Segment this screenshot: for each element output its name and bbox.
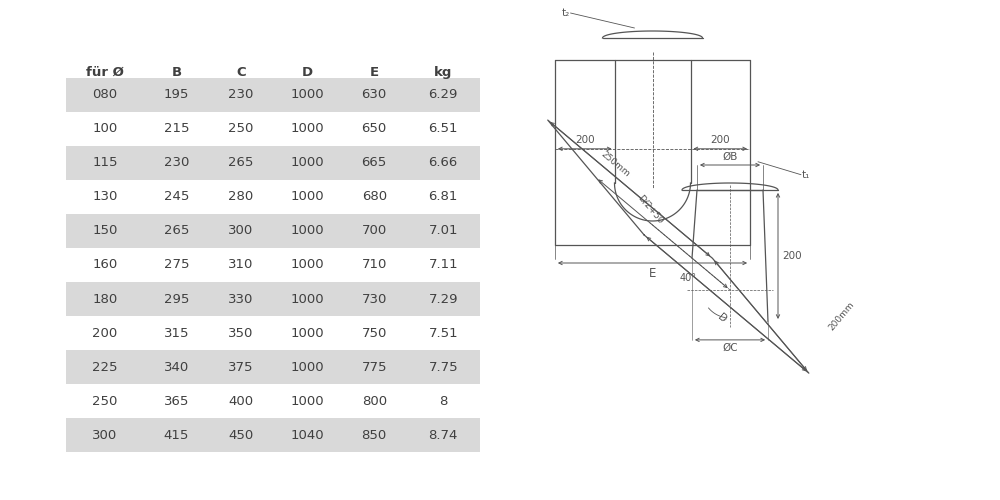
FancyBboxPatch shape bbox=[66, 78, 480, 112]
Text: 450: 450 bbox=[228, 429, 253, 442]
Text: 1000: 1000 bbox=[291, 88, 324, 101]
Text: 275: 275 bbox=[164, 258, 189, 272]
Text: 200: 200 bbox=[782, 251, 802, 261]
Text: 6.29: 6.29 bbox=[429, 88, 458, 101]
Text: 8.74: 8.74 bbox=[429, 429, 458, 442]
Text: 265: 265 bbox=[228, 156, 253, 169]
Text: E: E bbox=[370, 66, 379, 79]
Text: 400: 400 bbox=[228, 395, 253, 408]
Text: 750: 750 bbox=[362, 326, 387, 340]
Text: D/2+50: D/2+50 bbox=[636, 194, 666, 226]
Text: 1000: 1000 bbox=[291, 190, 324, 203]
Text: C: C bbox=[236, 66, 246, 79]
Text: 130: 130 bbox=[92, 190, 118, 203]
Text: 1000: 1000 bbox=[291, 360, 324, 374]
Text: für Ø: für Ø bbox=[86, 66, 124, 79]
Text: 100: 100 bbox=[92, 122, 118, 135]
Text: 230: 230 bbox=[228, 88, 253, 101]
Text: 680: 680 bbox=[362, 190, 387, 203]
Text: 1000: 1000 bbox=[291, 258, 324, 272]
Text: 230: 230 bbox=[164, 156, 189, 169]
Text: 330: 330 bbox=[228, 292, 253, 306]
Text: 6.51: 6.51 bbox=[428, 122, 458, 135]
Text: 415: 415 bbox=[164, 429, 189, 442]
Text: 200: 200 bbox=[710, 135, 730, 145]
Text: E: E bbox=[649, 267, 656, 280]
Text: 1000: 1000 bbox=[291, 156, 324, 169]
Text: 6.66: 6.66 bbox=[429, 156, 458, 169]
Text: 115: 115 bbox=[92, 156, 118, 169]
Text: 630: 630 bbox=[362, 88, 387, 101]
Text: 350: 350 bbox=[228, 326, 253, 340]
Text: ØB: ØB bbox=[722, 152, 738, 162]
Text: 1000: 1000 bbox=[291, 292, 324, 306]
Text: 40°: 40° bbox=[680, 273, 696, 283]
Text: 310: 310 bbox=[228, 258, 253, 272]
Text: 200mm: 200mm bbox=[827, 300, 856, 332]
Text: 7.11: 7.11 bbox=[428, 258, 458, 272]
Text: 245: 245 bbox=[164, 190, 189, 203]
Text: 295: 295 bbox=[164, 292, 189, 306]
Text: 7.51: 7.51 bbox=[428, 326, 458, 340]
Text: 7.01: 7.01 bbox=[428, 224, 458, 237]
Text: 215: 215 bbox=[164, 122, 189, 135]
Text: 665: 665 bbox=[362, 156, 387, 169]
Text: 150: 150 bbox=[92, 224, 118, 237]
Text: 6.81: 6.81 bbox=[429, 190, 458, 203]
Text: 1040: 1040 bbox=[291, 429, 324, 442]
FancyBboxPatch shape bbox=[66, 214, 480, 248]
Text: 7.29: 7.29 bbox=[428, 292, 458, 306]
Text: 8: 8 bbox=[439, 395, 447, 408]
Text: 650: 650 bbox=[362, 122, 387, 135]
Text: 280: 280 bbox=[228, 190, 253, 203]
FancyBboxPatch shape bbox=[66, 418, 480, 452]
Text: 340: 340 bbox=[164, 360, 189, 374]
Text: t₁: t₁ bbox=[802, 170, 810, 179]
Text: 730: 730 bbox=[362, 292, 387, 306]
Text: 375: 375 bbox=[228, 360, 254, 374]
Text: 250: 250 bbox=[228, 122, 253, 135]
Text: B: B bbox=[171, 66, 181, 79]
FancyBboxPatch shape bbox=[66, 282, 480, 316]
Text: 315: 315 bbox=[164, 326, 189, 340]
Text: 180: 180 bbox=[92, 292, 118, 306]
Text: 080: 080 bbox=[93, 88, 118, 101]
Text: D: D bbox=[302, 66, 313, 79]
Text: 1000: 1000 bbox=[291, 395, 324, 408]
Text: 700: 700 bbox=[362, 224, 387, 237]
Text: 195: 195 bbox=[164, 88, 189, 101]
Text: kg: kg bbox=[434, 66, 452, 79]
Text: 225: 225 bbox=[92, 360, 118, 374]
Text: 250: 250 bbox=[92, 395, 118, 408]
Text: 300: 300 bbox=[92, 429, 118, 442]
Text: 775: 775 bbox=[361, 360, 387, 374]
Text: ØC: ØC bbox=[722, 343, 738, 353]
Text: 160: 160 bbox=[92, 258, 118, 272]
FancyBboxPatch shape bbox=[66, 350, 480, 384]
Text: 250mm: 250mm bbox=[599, 150, 631, 179]
Text: 7.75: 7.75 bbox=[428, 360, 458, 374]
Text: 200: 200 bbox=[92, 326, 118, 340]
Text: 365: 365 bbox=[164, 395, 189, 408]
Text: 265: 265 bbox=[164, 224, 189, 237]
Text: 300: 300 bbox=[228, 224, 253, 237]
Text: 1000: 1000 bbox=[291, 326, 324, 340]
Text: 710: 710 bbox=[362, 258, 387, 272]
FancyBboxPatch shape bbox=[66, 146, 480, 180]
Text: 1000: 1000 bbox=[291, 224, 324, 237]
Text: 1000: 1000 bbox=[291, 122, 324, 135]
Text: 850: 850 bbox=[362, 429, 387, 442]
Text: D: D bbox=[715, 312, 728, 325]
Text: t₂: t₂ bbox=[561, 8, 570, 18]
Text: 200: 200 bbox=[575, 135, 595, 145]
Text: 800: 800 bbox=[362, 395, 387, 408]
